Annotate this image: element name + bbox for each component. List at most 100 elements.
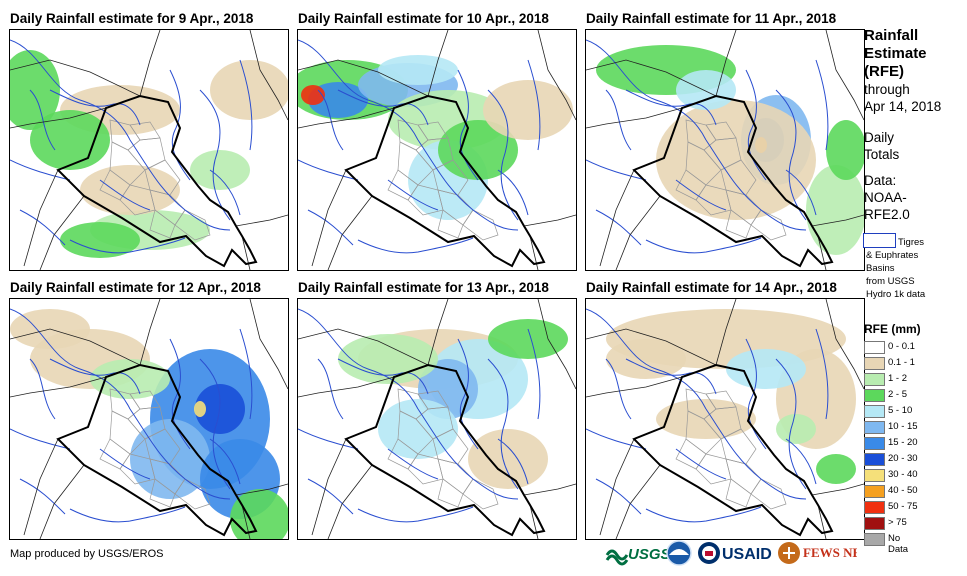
rainfall-area [606,339,686,379]
basin-boundary [487,358,519,490]
basin-boundary [745,338,767,450]
basin-line-5: Hydro 1k data [866,289,926,300]
district-boundary [462,209,499,241]
basin-boundary [317,89,344,151]
legend-label: 0 - 0.1 [888,341,915,352]
country-border [825,30,864,121]
basin-line-4: from USGS [866,276,915,287]
country-border [523,214,576,227]
rainfall-map-12apr [9,298,289,540]
legend-label: 1 - 2 [888,373,908,384]
country-border [23,438,59,536]
district-boundary [695,453,732,485]
totals-line-2: Totals [864,147,900,162]
district-boundary [695,184,732,216]
district-boundary [174,478,211,510]
basin-boundary [586,308,707,410]
basin-boundary [586,39,707,141]
iraq-border [632,94,834,268]
rainfall-area [230,489,288,539]
district-boundary [432,428,469,465]
legend-item: > 75 [864,516,921,532]
rainfall-area [776,414,816,444]
rainfall-area [190,150,250,190]
district-boundary [685,410,722,455]
legend-label: 0.1 - 1 [888,357,915,368]
map-canvas [298,299,576,539]
svg-text:FEWS NET: FEWS NET [803,545,857,560]
country-border [23,169,59,267]
basin-boundary [129,408,231,500]
country-border [715,299,737,366]
rainfall-area [468,429,548,489]
basin-legend-text: Tigres & Euphrates Basins from USGS Hydr… [866,236,925,301]
rainfall-area [806,165,864,255]
rainfall-map-9apr [9,29,289,271]
legend-label: 40 - 50 [888,485,918,496]
country-border [715,30,737,97]
legend-item: 0 - 0.1 [864,340,921,356]
basin-boundary [605,358,632,420]
legend-item: 0.1 - 1 [864,356,921,372]
legend-swatch [864,421,885,434]
basin-boundary [675,448,727,480]
basin-boundary [775,89,807,221]
panel-title-12apr: Daily Rainfall estimate for 12 Apr., 201… [10,280,261,295]
iraq-border [344,363,546,537]
country-border [586,328,717,366]
basin-boundary [337,89,429,126]
country-border [811,483,864,496]
district-boundary [109,410,146,455]
iraq-border [56,363,258,537]
basin-boundary [209,169,241,216]
rainfall-map-13apr [297,298,577,540]
basin-boundary [10,428,71,450]
basin-boundary [625,358,717,395]
data-source: Data: NOAA- RFE2.0 [864,172,910,223]
basin-boundary [586,159,647,181]
basin-boundary [10,39,131,141]
data-line-2: NOAA- [864,190,907,205]
basin-boundary [357,237,474,254]
country-border [298,59,429,97]
basin-boundary [417,139,519,231]
legend-swatch [864,405,885,418]
basin-boundary [307,478,354,515]
rainfall-area [130,419,210,499]
basin-boundary [586,428,647,450]
basin-boundary [239,328,253,420]
basin-boundary [527,328,541,420]
noaa-logo [665,539,693,572]
svg-text:USGS: USGS [628,546,671,563]
rainfall-map-14apr [585,298,865,540]
district-boundary [119,184,156,216]
basin-boundary [337,358,429,395]
legend-swatch [864,469,885,482]
basin-boundary [675,179,727,211]
basin-boundary [705,408,807,500]
legend-item: 40 - 50 [864,484,921,500]
basin-line-2: & Euphrates [866,250,919,261]
basin-boundary [387,448,439,480]
district-boundary [144,428,181,465]
basin-boundary [29,89,56,151]
basin-line-3: Basins [866,263,895,274]
basin-boundary-swatch [863,233,896,248]
basin-boundary [487,89,519,221]
data-line-3: RFE2.0 [864,207,910,222]
country-border [39,195,85,270]
basin-boundary [457,69,479,181]
basin-boundary [298,39,419,141]
basin-boundary [49,89,141,126]
rainfall-area [656,399,756,439]
basin-boundary [169,69,191,181]
basin-boundary [625,89,717,126]
rainfall-area [210,60,288,120]
legend-swatch [864,533,885,546]
district-boundary [725,478,752,508]
rainfall-area [826,120,864,180]
country-border [427,30,449,97]
legend-item: 20 - 30 [864,452,921,468]
country-border [537,30,576,121]
legend-item: 2 - 5 [864,388,921,404]
